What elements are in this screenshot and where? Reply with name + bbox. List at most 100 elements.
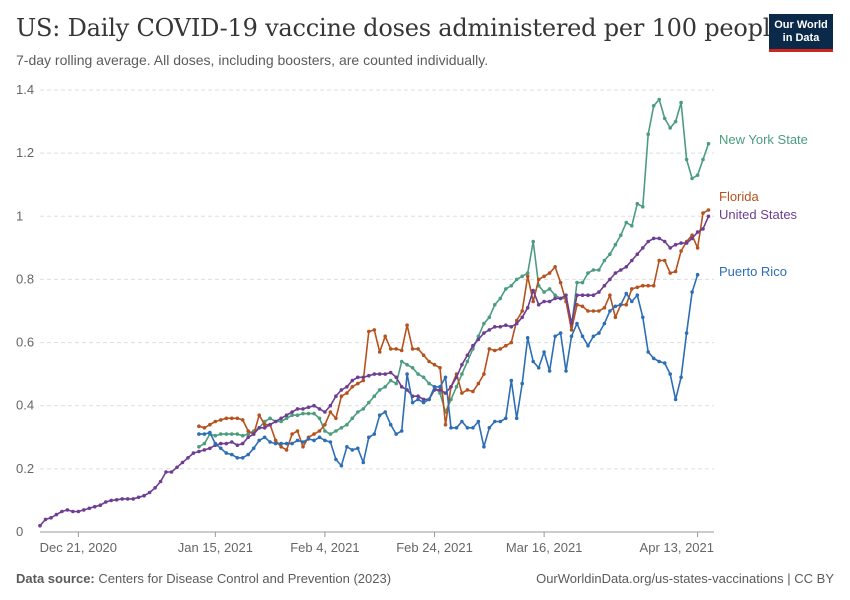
data-point	[630, 224, 634, 228]
chart-title: US: Daily COVID-19 vaccine doses adminis…	[16, 14, 785, 42]
data-point	[71, 509, 75, 514]
data-point	[460, 372, 464, 376]
data-point	[416, 372, 420, 376]
data-point	[98, 503, 103, 508]
data-point	[657, 236, 661, 241]
data-point	[251, 432, 256, 436]
data-point	[690, 236, 694, 241]
data-point	[334, 457, 338, 462]
data-point	[262, 435, 267, 440]
data-point	[372, 394, 377, 399]
series-florida[interactable]	[197, 208, 711, 452]
data-point	[317, 429, 322, 433]
data-point	[465, 353, 470, 358]
data-point	[482, 321, 486, 326]
data-point	[54, 512, 59, 517]
data-point	[290, 432, 294, 436]
data-point	[701, 157, 705, 162]
data-point	[328, 432, 333, 436]
data-point	[531, 288, 535, 293]
data-point	[383, 334, 388, 339]
series-new-york-state[interactable]	[197, 97, 711, 449]
data-point	[651, 283, 656, 288]
data-point	[547, 287, 552, 291]
data-point	[520, 309, 524, 313]
data-point	[399, 429, 404, 433]
data-point	[657, 97, 661, 102]
data-point	[465, 426, 470, 430]
chart-subtitle: 7-day rolling average. All doses, includ…	[16, 52, 489, 68]
series-label[interactable]: Puerto Rico	[719, 264, 787, 279]
data-point	[591, 293, 596, 297]
data-point	[246, 435, 250, 440]
data-point	[662, 116, 667, 121]
data-point	[273, 419, 278, 424]
data-point	[608, 309, 612, 313]
data-point	[679, 100, 683, 105]
footer-url[interactable]: OurWorldinData.org/us-states-vaccination…	[536, 571, 834, 586]
data-point	[306, 437, 311, 441]
data-point	[235, 443, 240, 448]
data-point	[668, 126, 672, 130]
data-point	[153, 486, 157, 490]
data-point	[525, 271, 530, 275]
data-point	[569, 328, 574, 332]
owid-logo[interactable]: Our World in Data	[769, 14, 833, 52]
data-point	[525, 306, 530, 310]
data-point	[460, 419, 464, 424]
data-point	[443, 375, 448, 380]
data-point	[460, 391, 464, 395]
data-point	[301, 445, 305, 449]
series-label[interactable]: Florida	[719, 189, 760, 204]
data-point	[438, 388, 442, 392]
series-label[interactable]: New York State	[719, 132, 808, 147]
x-tick-label: Feb 4, 2021	[290, 540, 359, 555]
data-point	[471, 389, 475, 394]
data-point	[421, 400, 426, 405]
data-point	[482, 445, 486, 449]
data-point	[498, 419, 503, 424]
data-point	[219, 432, 223, 436]
data-point	[279, 416, 283, 421]
y-tick-label: 0.6	[16, 335, 34, 350]
data-point	[586, 309, 590, 313]
data-point	[504, 287, 508, 291]
data-point	[569, 321, 574, 326]
data-point	[367, 329, 371, 334]
data-point	[246, 429, 250, 433]
data-point	[597, 331, 601, 335]
data-point	[465, 388, 470, 392]
data-point	[706, 141, 711, 146]
series-label[interactable]: United States	[719, 207, 798, 222]
axis-layer: 0 0.2 0.4 0.6 0.8 1 1.2 1.4 Dec 21, 2020 Jan 15, …	[16, 82, 714, 555]
data-point	[701, 211, 705, 215]
data-point	[416, 347, 420, 351]
source-text[interactable]: Centers for Disease Control and Preventi…	[98, 571, 392, 586]
data-point	[471, 426, 475, 430]
data-point	[536, 302, 541, 307]
data-point	[493, 419, 497, 424]
data-point	[142, 493, 146, 498]
x-tick-label: Jan 15, 2021	[178, 540, 253, 555]
data-point	[295, 413, 300, 418]
data-point	[399, 359, 404, 364]
data-point	[547, 271, 552, 275]
data-point	[372, 432, 377, 436]
data-point	[651, 236, 656, 241]
data-point	[684, 331, 689, 335]
series-united-states[interactable]	[38, 214, 711, 528]
data-point	[575, 280, 579, 285]
data-point	[504, 323, 508, 327]
data-point	[514, 277, 519, 282]
data-point	[493, 302, 497, 307]
logo-line-1: Our World	[774, 19, 828, 31]
data-point	[202, 441, 207, 446]
data-point	[262, 422, 267, 427]
data-point	[208, 430, 212, 435]
data-point	[251, 446, 256, 451]
series-puerto-rico[interactable]	[197, 272, 700, 468]
data-point	[339, 426, 344, 430]
footer-source: Data source: Centers for Disease Control…	[16, 571, 391, 586]
data-point	[235, 432, 240, 436]
series-layer	[38, 97, 711, 528]
